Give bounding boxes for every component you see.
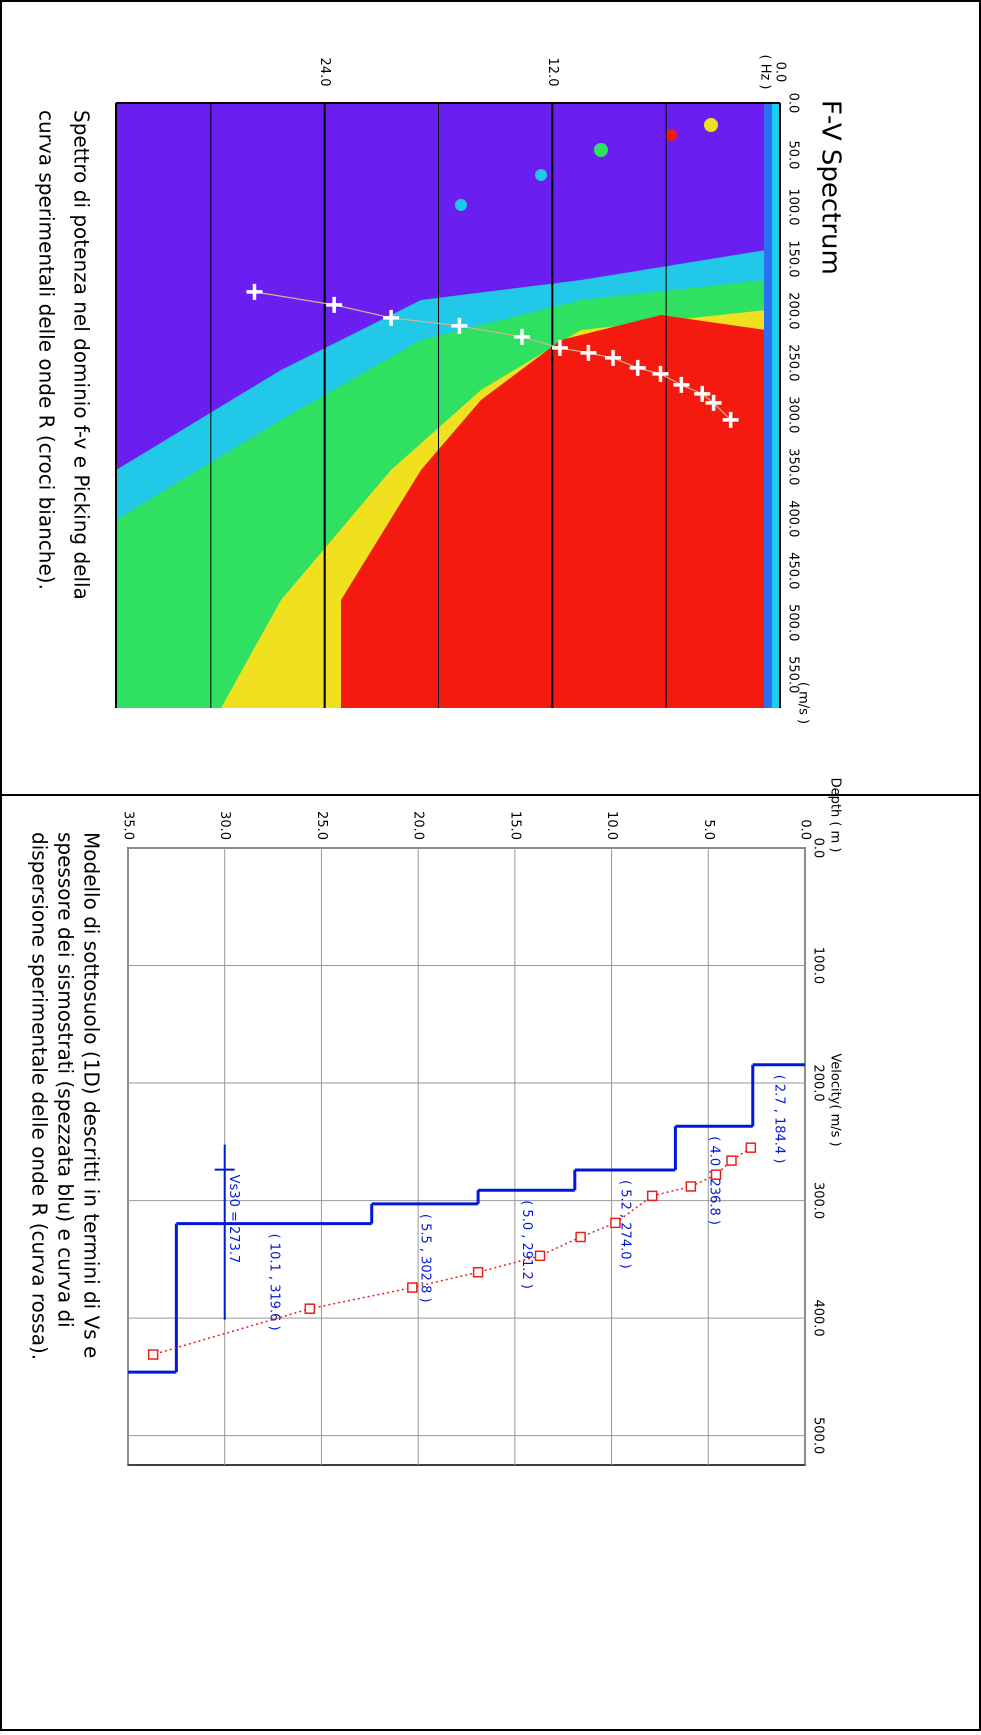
rotated-content: F-V Spectrum ( m/s ) ( Hz ) Spettro di p… bbox=[28, 54, 846, 1466]
layer-label: ( 5.5 , 302.8 ) bbox=[417, 1214, 432, 1303]
pick-cross bbox=[580, 344, 597, 361]
y-tick-label: 24.0 bbox=[317, 58, 332, 87]
layer-label: ( 5.2 , 274.0 ) bbox=[618, 1180, 633, 1269]
x-tick-label: 100.0 bbox=[811, 947, 826, 984]
x-tick-label: 400.0 bbox=[786, 500, 801, 537]
x-tick-label: 450.0 bbox=[786, 552, 801, 589]
x-tick-label: 300.0 bbox=[786, 396, 801, 433]
pick-cross bbox=[722, 411, 739, 428]
layer-label: ( 10.1 , 319.6 ) bbox=[267, 1234, 282, 1331]
spectrum-band bbox=[764, 103, 772, 708]
layer-label: ( 5.0 , 291.2 ) bbox=[519, 1200, 534, 1289]
caption: Modello di sottosuolo (1D) descritti in … bbox=[80, 832, 104, 1358]
x-tick-label: 250.0 bbox=[786, 344, 801, 381]
y-axis-label: Depth ( m ) bbox=[828, 778, 843, 853]
pick-cross bbox=[513, 328, 530, 345]
dispersion-point bbox=[646, 1190, 658, 1202]
dispersion-point bbox=[726, 1155, 737, 1166]
dispersion-point bbox=[147, 1349, 159, 1360]
dispersion-point bbox=[745, 1142, 757, 1153]
pick-cross bbox=[551, 339, 568, 356]
pick-cross bbox=[705, 394, 722, 411]
x-tick-label: 0.0 bbox=[811, 838, 826, 859]
x-tick-label: 50.0 bbox=[786, 140, 801, 169]
x-tick-label: 200.0 bbox=[786, 292, 801, 329]
dispersion-point bbox=[534, 1250, 546, 1262]
x-tick-label: 100.0 bbox=[786, 188, 801, 225]
pick-cross bbox=[246, 283, 263, 300]
spectrum-speck bbox=[594, 143, 608, 157]
dispersion-point bbox=[685, 1181, 697, 1192]
x-tick-label: 300.0 bbox=[811, 1182, 826, 1219]
x-tick-label: 0.0 bbox=[786, 93, 801, 114]
x-tick-label: 550.0 bbox=[786, 656, 801, 693]
dispersion-point bbox=[304, 1303, 316, 1314]
y-tick-label: 30.0 bbox=[217, 811, 232, 840]
pick-cross bbox=[383, 309, 400, 326]
y-tick-label: 20.0 bbox=[411, 811, 426, 840]
y-tick-label: 10.0 bbox=[604, 811, 619, 840]
vs30-label: Vs30 = 273.7 bbox=[226, 1175, 241, 1264]
pick-cross bbox=[673, 376, 690, 393]
spectrum-speck bbox=[665, 129, 677, 141]
x-tick-label: 200.0 bbox=[811, 1064, 826, 1101]
y-tick-label: 0.0 bbox=[773, 62, 788, 83]
spectrum-band bbox=[772, 103, 780, 708]
y-tick-label: 5.0 bbox=[701, 819, 716, 840]
caption: dispersione sperimentale delle onde R (c… bbox=[28, 832, 52, 1360]
spectrum-speck bbox=[704, 118, 718, 132]
chart-title: F-V Spectrum bbox=[816, 100, 846, 275]
pick-cross bbox=[694, 385, 711, 402]
x-axis-label: ( m/s ) bbox=[796, 682, 811, 724]
x-tick-label: 500.0 bbox=[811, 1417, 826, 1454]
x-tick-label: 350.0 bbox=[786, 448, 801, 485]
y-tick-label: 12.0 bbox=[545, 58, 560, 87]
dispersion-point bbox=[575, 1231, 586, 1243]
x-tick-label: 500.0 bbox=[786, 604, 801, 641]
caption: Spettro di potenza nel dominio f-v e Pic… bbox=[70, 110, 94, 600]
y-axis-label: ( Hz ) bbox=[758, 54, 773, 89]
pick-cross bbox=[605, 349, 622, 366]
y-tick-label: 35.0 bbox=[121, 811, 136, 840]
dispersion-point bbox=[407, 1282, 418, 1293]
y-tick-label: 0.0 bbox=[798, 819, 813, 840]
y-tick-label: 25.0 bbox=[314, 811, 329, 840]
spectrum-band bbox=[341, 315, 766, 708]
layer-label: ( 4.0 , 236.8 ) bbox=[707, 1136, 722, 1225]
y-tick-label: 15.0 bbox=[507, 811, 522, 840]
pick-cross bbox=[326, 296, 343, 313]
plot-area bbox=[127, 847, 806, 1466]
dispersion-point bbox=[472, 1267, 484, 1278]
pick-cross bbox=[451, 317, 468, 334]
caption: spessore dei sismostrati (spezzata blu) … bbox=[54, 832, 78, 1328]
spectrum-speck bbox=[535, 169, 547, 181]
spectrum-speck bbox=[455, 199, 467, 211]
spectrum-image bbox=[116, 103, 780, 708]
x-axis-label: Velocity( m/s ) bbox=[828, 1053, 843, 1146]
dispersion-point bbox=[710, 1169, 722, 1180]
layer-label: ( 2.7 , 184.4 ) bbox=[771, 1075, 786, 1164]
pick-cross bbox=[652, 365, 669, 382]
x-tick-label: 400.0 bbox=[811, 1299, 826, 1336]
x-tick-label: 150.0 bbox=[786, 240, 801, 277]
caption: curva sperimentali delle onde R (croci b… bbox=[35, 110, 59, 590]
dispersion-point bbox=[610, 1217, 621, 1229]
pick-cross bbox=[629, 359, 646, 376]
